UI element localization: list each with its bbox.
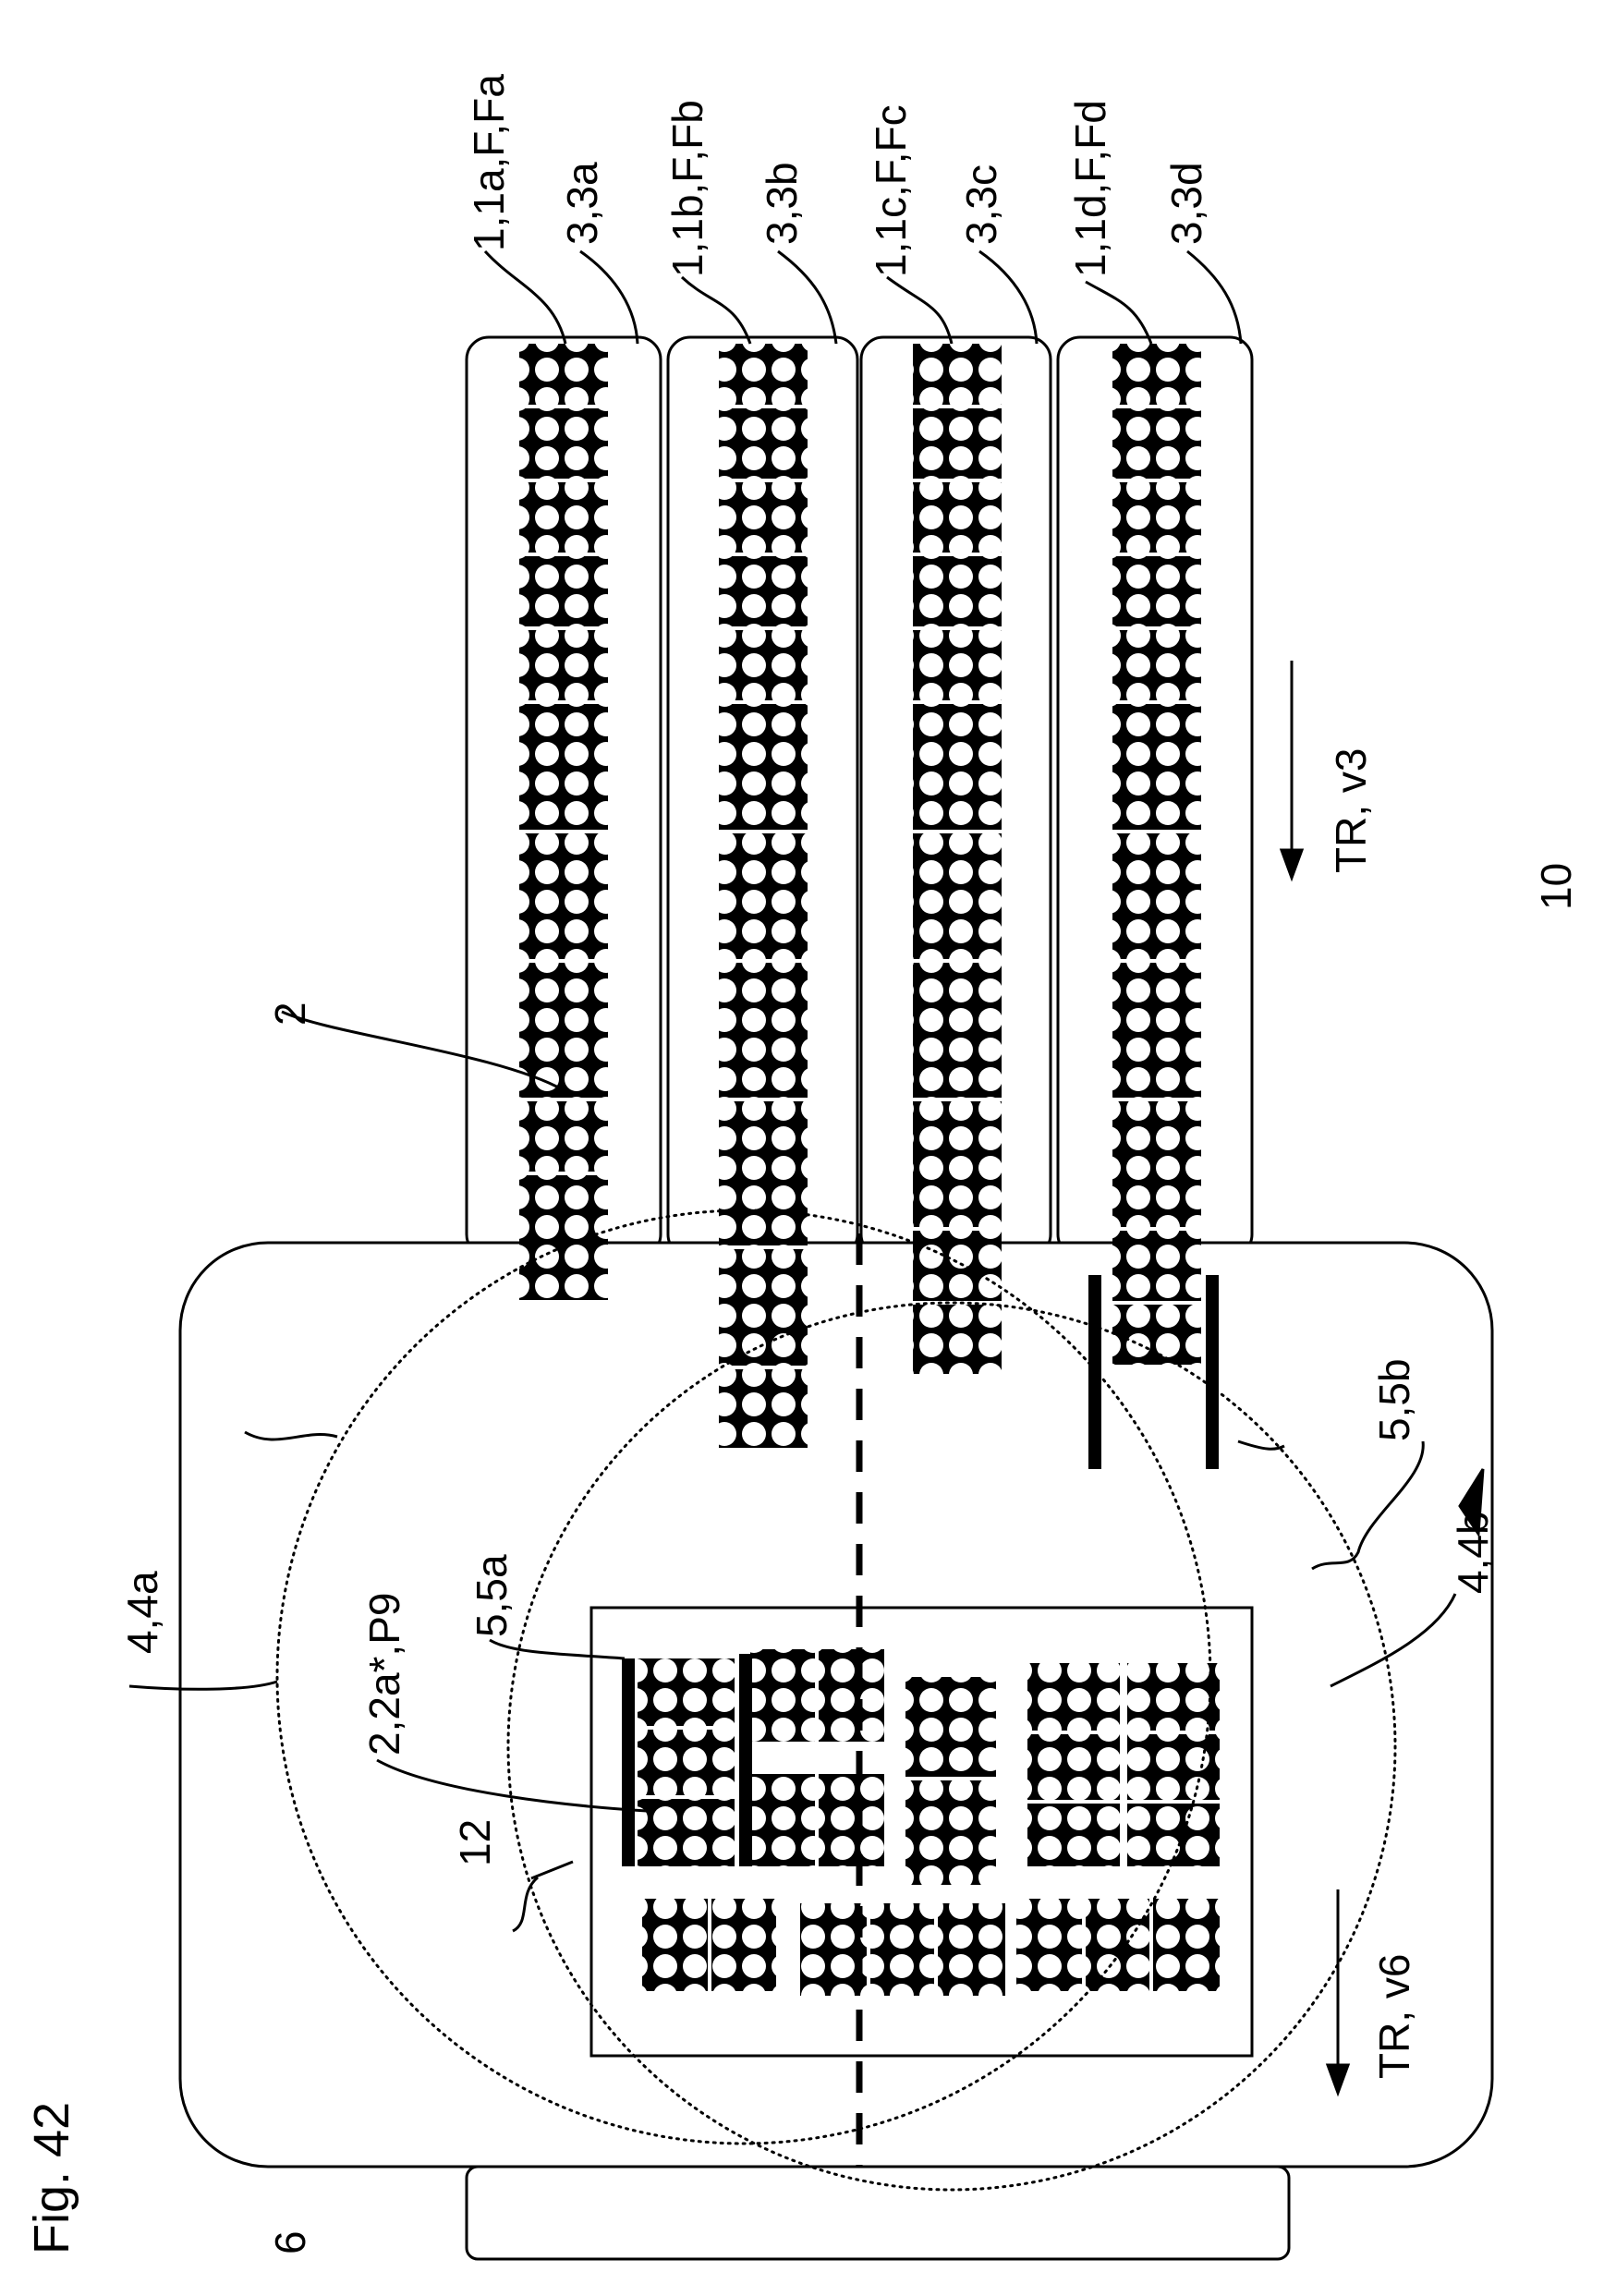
layer-pack [638, 1658, 735, 1866]
label-conveyor-c: 3,3c [957, 164, 1005, 245]
label-device: 10 [1532, 863, 1580, 910]
label-direction-top: TR, v3 [1327, 748, 1375, 873]
figure-title: Fig. 42 [24, 2102, 79, 2254]
label-direction-bottom: TR, v6 [1370, 1954, 1418, 2079]
gripper-5a-jaw [739, 1654, 752, 1866]
label-manipulator-a: 4,4a [118, 1571, 166, 1654]
layer-pack [905, 1677, 996, 1885]
label-gripper-b: 5,5b [1370, 1358, 1418, 1441]
pack-row-d [1112, 344, 1201, 1365]
pack-row-b [719, 344, 808, 1448]
label-pack-row-a: 1,1a,F,Fa [465, 74, 513, 251]
layer-pack [1027, 1663, 1120, 1866]
layer-pack [1127, 1663, 1220, 1866]
label-pack-row-d: 1,1d,F,Fd [1066, 100, 1114, 277]
layer-pack [1016, 1899, 1220, 1991]
label-pack: 2 [266, 1002, 314, 1026]
label-table: 6 [266, 2230, 314, 2254]
layer-packs [638, 1649, 1220, 1996]
gripper-5b-jaw [1088, 1275, 1101, 1469]
label-conveyor-d: 3,3d [1162, 162, 1210, 245]
pack-row-a [519, 344, 608, 1300]
label-pack-row-b: 1,1b,F,Fb [663, 100, 711, 277]
table-base [467, 2167, 1289, 2259]
pack-row-c [913, 344, 1002, 1374]
label-conveyor-b: 3,3b [758, 162, 806, 245]
label-pack-row-c: 1,1c,F,Fc [867, 104, 915, 277]
gripper-5a-jaw [622, 1658, 635, 1866]
layer-pack [800, 1903, 1005, 1996]
label-pack-placed: 2,2a*,P9 [360, 1593, 408, 1755]
gripper-5b-jaw [1206, 1275, 1219, 1469]
label-conveyor-a: 3,3a [558, 162, 606, 245]
label-gripper-a: 5,5a [468, 1554, 516, 1637]
label-layer: 12 [451, 1819, 499, 1866]
label-manipulator-b: 4,4b [1449, 1511, 1497, 1594]
